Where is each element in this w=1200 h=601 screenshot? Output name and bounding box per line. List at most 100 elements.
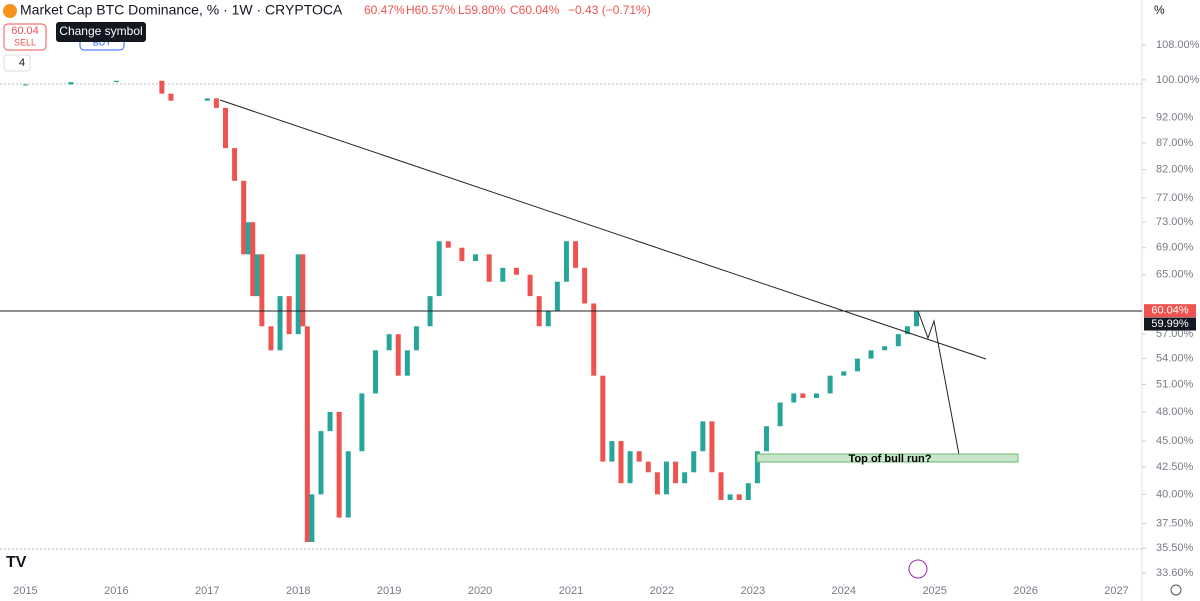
y-tick-label: 77.00% bbox=[1156, 192, 1194, 204]
candle bbox=[618, 441, 624, 484]
y-tick-label: 42.50% bbox=[1156, 461, 1194, 473]
y-tick-label: 48.00% bbox=[1156, 406, 1194, 418]
candle bbox=[868, 350, 874, 359]
y-tick-label: 40.00% bbox=[1156, 488, 1194, 500]
y-tick-label: 100.00% bbox=[1156, 74, 1200, 86]
candle bbox=[691, 451, 697, 473]
candle bbox=[295, 254, 301, 335]
candle bbox=[745, 483, 751, 501]
candle bbox=[445, 241, 451, 248]
settings-gear[interactable] bbox=[1170, 584, 1182, 596]
candle bbox=[582, 267, 588, 304]
candle bbox=[413, 326, 419, 351]
candle bbox=[373, 350, 379, 394]
event-icon[interactable] bbox=[908, 559, 928, 579]
trend-line bbox=[219, 99, 987, 360]
sell-button[interactable] bbox=[3, 23, 47, 51]
candle bbox=[791, 393, 797, 403]
x-tick-label: 2015 bbox=[13, 585, 37, 597]
candle bbox=[204, 98, 210, 101]
candle bbox=[327, 411, 333, 432]
target-zone bbox=[756, 453, 1019, 463]
candle bbox=[486, 254, 492, 282]
candle bbox=[854, 358, 860, 372]
x-tick-label: 2024 bbox=[832, 585, 856, 597]
y-tick-label: 51.00% bbox=[1156, 378, 1194, 390]
candle bbox=[736, 494, 742, 501]
candle bbox=[436, 241, 442, 297]
candle bbox=[554, 281, 560, 311]
candles bbox=[22, 80, 920, 543]
candle bbox=[68, 82, 74, 85]
candle bbox=[304, 326, 310, 543]
projection-arrow bbox=[917, 310, 961, 461]
y-tick-label: 35.50% bbox=[1156, 542, 1194, 554]
x-tick-label: 2026 bbox=[1013, 585, 1037, 597]
x-tick-label: 2027 bbox=[1104, 585, 1128, 597]
candle bbox=[727, 494, 733, 501]
y-tick-label: 33.60% bbox=[1156, 567, 1194, 579]
x-tick-label: 2019 bbox=[377, 585, 401, 597]
candle bbox=[513, 267, 519, 275]
candle bbox=[673, 461, 679, 484]
ohlc-open: 60.47% bbox=[364, 3, 405, 17]
candle bbox=[754, 451, 760, 484]
y-tick-label: 37.50% bbox=[1156, 517, 1194, 529]
candle bbox=[250, 222, 256, 297]
candle bbox=[113, 80, 119, 83]
candle bbox=[277, 296, 283, 351]
price-tag bbox=[1144, 317, 1196, 331]
y-tick-label: 82.00% bbox=[1156, 164, 1194, 176]
buy-label[interactable]: BUY bbox=[93, 37, 112, 47]
x-tick-label: 2018 bbox=[286, 585, 310, 597]
candle bbox=[345, 451, 351, 518]
x-tick-label: 2016 bbox=[104, 585, 128, 597]
candle bbox=[914, 310, 920, 327]
unit-label[interactable]: % bbox=[1154, 3, 1165, 17]
indicators-count[interactable]: 4 bbox=[19, 57, 25, 69]
y-tick-label: 57.00% bbox=[1156, 328, 1194, 340]
candle bbox=[213, 98, 219, 108]
y-tick-label: 92.00% bbox=[1156, 112, 1194, 124]
candle bbox=[336, 411, 342, 518]
symbol-title[interactable]: Market Cap BTC Dominance, % · 1W · CRYPT… bbox=[20, 2, 352, 18]
candle bbox=[245, 222, 251, 255]
candle bbox=[241, 180, 247, 255]
candle bbox=[718, 472, 724, 501]
candle bbox=[682, 472, 688, 484]
candle bbox=[545, 310, 551, 327]
settings-icon[interactable] bbox=[342, 3, 360, 19]
candle bbox=[404, 350, 410, 376]
candle bbox=[709, 421, 715, 473]
candle bbox=[268, 326, 274, 351]
x-tick-label: 2022 bbox=[650, 585, 674, 597]
candle bbox=[168, 93, 174, 101]
candle bbox=[700, 421, 706, 452]
candle bbox=[527, 274, 533, 297]
candle bbox=[286, 296, 292, 335]
candle bbox=[841, 371, 847, 376]
candle bbox=[473, 254, 479, 262]
ohlc-change: −0.43 (−0.71%) bbox=[568, 3, 651, 17]
candle bbox=[813, 393, 819, 398]
annotation: Top of bull run? bbox=[849, 453, 932, 465]
x-tick-label: 2020 bbox=[468, 585, 492, 597]
candle bbox=[318, 431, 324, 495]
candle bbox=[645, 461, 651, 473]
candle bbox=[600, 375, 606, 462]
y-tick-label: 73.00% bbox=[1156, 216, 1194, 228]
candle bbox=[359, 393, 365, 452]
sell-price[interactable]: 60.04 bbox=[11, 25, 39, 37]
candle bbox=[763, 426, 769, 452]
x-tick-label: 2021 bbox=[559, 585, 583, 597]
candle bbox=[395, 334, 401, 376]
candle bbox=[386, 334, 392, 351]
y-tick-label: 54.00% bbox=[1156, 353, 1194, 365]
y-tick-label: 69.00% bbox=[1156, 242, 1194, 254]
candle bbox=[627, 451, 633, 484]
sell-label[interactable]: SELL bbox=[14, 37, 36, 47]
x-tick-label: 2017 bbox=[195, 585, 219, 597]
indicators-toggle[interactable] bbox=[3, 54, 31, 72]
